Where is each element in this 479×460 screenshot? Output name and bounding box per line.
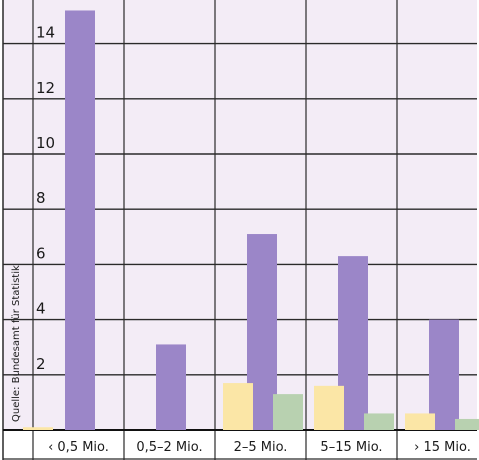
x-category-label-4: › 15 Mio.	[414, 440, 471, 455]
bar-series3-4	[455, 418, 479, 430]
x-category-label-1: 0,5–2 Mio.	[136, 440, 202, 455]
bar-series2-2	[223, 383, 253, 430]
bar-series1-0	[65, 10, 95, 430]
bar-series1-4	[429, 319, 459, 430]
y-axis-ticks: 246810121416	[36, 24, 55, 373]
y-tick-label-2: 2	[36, 355, 46, 373]
bar-series1-1	[156, 344, 186, 430]
x-category-label-3: 5–15 Mio.	[320, 440, 382, 455]
bar-series2-3	[314, 385, 344, 430]
y-tick-label-4: 4	[36, 300, 46, 318]
y-tick-label-14: 14	[36, 24, 55, 42]
y-tick-label-8: 8	[36, 189, 46, 207]
x-category-label-2: 2–5 Mio.	[234, 440, 288, 455]
y-tick-label-6: 6	[36, 244, 46, 262]
y-tick-label-10: 10	[36, 134, 55, 152]
y-tick-label-12: 12	[36, 79, 55, 97]
source-label: Quelle: Bundesamt für Statistik	[11, 265, 22, 422]
x-category-label-0: ‹ 0,5 Mio.	[48, 440, 109, 455]
bar-series3-3	[364, 413, 394, 430]
bars	[23, 10, 479, 430]
bar-series2-0	[23, 427, 53, 430]
bar-series2-4	[405, 413, 435, 430]
x-axis-categories: ‹ 0,5 Mio. 0,5–2 Mio. 2–5 Mio. 5–15 Mio. › 1…	[48, 440, 471, 455]
bar-series3-2	[273, 394, 303, 430]
